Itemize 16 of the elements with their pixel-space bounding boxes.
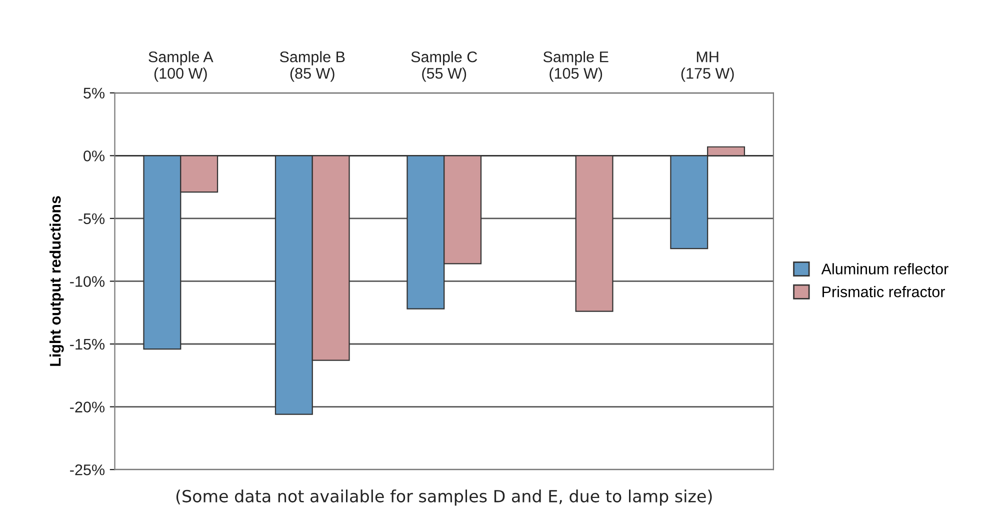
y-tick-label: 5% <box>84 88 105 99</box>
x-tick-label: Sample A (100 W) <box>148 51 214 82</box>
legend-label: Aluminum reflector <box>821 263 948 274</box>
text: (Some data not available for samples D and E, due to lamp size) <box>176 490 712 506</box>
legend-label: Prismatic refractor <box>822 286 945 298</box>
y-tick-label: -5% <box>78 213 105 224</box>
y-tick-label: -20% <box>70 402 105 412</box>
y-tick-label: -10% <box>70 276 105 287</box>
x-tick-label: Sample C (55 W) <box>411 51 478 82</box>
y-tick-label: -15% <box>70 338 105 350</box>
x-tick-label: Sample B (85 W) <box>280 51 345 82</box>
y-axis-title: Light output reductions <box>50 196 64 366</box>
x-tick-label: Sample E (105 W) <box>543 51 608 82</box>
y-tick-label: 0% <box>84 150 105 162</box>
y-tick-label: -25% <box>70 464 105 476</box>
x-tick-label: MH (175 W) <box>681 52 734 82</box>
